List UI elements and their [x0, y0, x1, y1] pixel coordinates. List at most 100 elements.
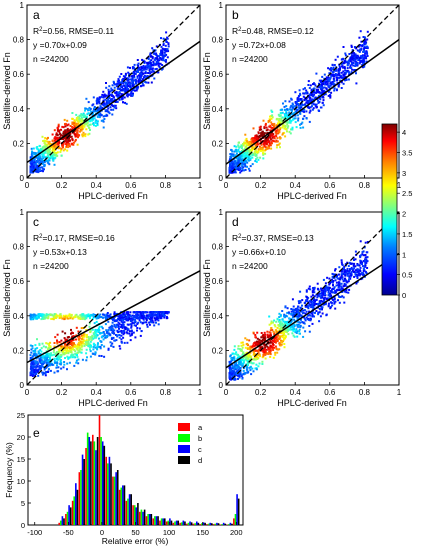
- panel-c-point: [99, 331, 102, 334]
- panel-a-point: [127, 93, 130, 96]
- panel-b-point: [256, 156, 259, 159]
- panel-c-point: [98, 316, 101, 319]
- panel-c-point: [48, 361, 50, 364]
- panel-d-point: [280, 343, 283, 346]
- panel-a-point: [81, 128, 84, 131]
- panel-b-point: [309, 84, 312, 87]
- panel-c-point: [42, 371, 45, 374]
- panel-c-point: [139, 334, 142, 337]
- panel-b-point: [236, 165, 239, 168]
- panel-a-point: [75, 122, 78, 125]
- panel-c-point: [78, 335, 81, 338]
- panel-a-point: [89, 123, 92, 126]
- panel-c-point: [150, 312, 153, 315]
- panel-c-point: [68, 350, 71, 353]
- panel-b-point: [228, 170, 231, 173]
- panel-b-point: [229, 158, 231, 161]
- panel-c-point: [88, 346, 91, 348]
- panel-a-point: [109, 93, 112, 96]
- panel-b-point: [294, 121, 297, 124]
- panel-b-point: [244, 139, 247, 142]
- panel-b-point: [355, 72, 357, 75]
- panel-c-point: [113, 323, 116, 326]
- panel-b-point: [272, 123, 275, 126]
- panel-d-point: [362, 270, 365, 272]
- panel-c-point: [85, 314, 88, 317]
- panel-b-point: [290, 104, 293, 107]
- panel-b-point: [271, 114, 274, 117]
- panel-a-point: [36, 158, 39, 161]
- panel-b-point: [268, 142, 271, 145]
- panel-a-point: [65, 141, 68, 143]
- panel-d-point: [328, 277, 331, 280]
- panel-d-point: [310, 312, 313, 315]
- panel-c-point: [43, 372, 46, 375]
- panel-b-point: [335, 89, 338, 92]
- panel-a-point: [117, 78, 120, 81]
- panel-a-x-ticks: 0 0.2 0.4 0.6 0.8 1: [25, 175, 203, 190]
- panel-c-point: [111, 321, 114, 324]
- panel-a-point: [37, 157, 40, 160]
- panel-a-point: [92, 116, 94, 119]
- panel-c-point: [109, 316, 112, 319]
- panel-a-point: [47, 142, 50, 145]
- panel-a-point: [42, 151, 44, 154]
- panel-b-point: [340, 74, 343, 77]
- panel-c-xlabel: HPLC-derived Fn: [78, 398, 148, 408]
- panel-c-fit-line: [26, 270, 201, 364]
- panel-a-ylabel: Satellite-derived Fn: [2, 52, 12, 130]
- panel-a-point: [127, 85, 130, 87]
- panel-c-point: [101, 316, 104, 319]
- panel-a-point: [120, 93, 123, 96]
- panel-c-point: [44, 316, 47, 319]
- panel-a-point: [126, 66, 129, 69]
- panel-d-point: [246, 338, 249, 341]
- panel-c-points: [29, 311, 170, 377]
- panel-a-point: [144, 75, 147, 78]
- panel-b-point: [350, 63, 353, 66]
- panel-b-point: [346, 61, 349, 64]
- panel-c-point: [121, 326, 124, 329]
- panel-b-point: [351, 52, 354, 55]
- panel-c-point: [38, 360, 41, 363]
- panel-b-point: [303, 92, 306, 95]
- panel-b-point: [354, 65, 357, 67]
- panel-a-point: [158, 66, 161, 69]
- panel-b-point: [309, 106, 312, 109]
- panel-b-point: [344, 72, 347, 75]
- panel-c-point: [116, 334, 119, 337]
- panel-c-point: [71, 342, 73, 345]
- panel-c-point: [83, 318, 86, 321]
- panel-c-point: [144, 311, 147, 314]
- panel-b-point: [302, 117, 304, 120]
- panel-d-point: [344, 263, 347, 266]
- panel-a-point: [56, 134, 59, 136]
- panel-c-point: [117, 324, 120, 327]
- panel-a-point: [143, 60, 146, 63]
- panel-c-point: [63, 363, 66, 366]
- panel-a-point: [147, 62, 149, 64]
- panel-b-point: [244, 168, 247, 171]
- panel-d-point: [327, 304, 330, 307]
- panel-d-point: [318, 311, 321, 314]
- panel-b-point: [310, 94, 313, 97]
- panel-c-point: [165, 317, 168, 320]
- panel-c-point: [36, 362, 39, 365]
- panel-b-point: [283, 113, 286, 116]
- panel-a-point: [102, 103, 105, 106]
- panel-c-point: [60, 339, 63, 342]
- panel-a-point: [50, 156, 53, 159]
- panel-d-point: [317, 313, 320, 316]
- panel-b-point: [287, 125, 290, 128]
- panel-a-point: [108, 112, 111, 115]
- panel-c-point: [136, 313, 139, 316]
- panel-b-point: [271, 133, 274, 136]
- panel-d-point: [283, 334, 286, 337]
- panel-c-point: [106, 334, 109, 337]
- panel-c-point: [52, 318, 55, 321]
- panel-b-point: [342, 70, 345, 73]
- panel-b-point: [335, 74, 338, 77]
- panel-c-point: [59, 354, 62, 356]
- panel-a-point: [71, 121, 74, 124]
- panel-d-point: [340, 275, 343, 278]
